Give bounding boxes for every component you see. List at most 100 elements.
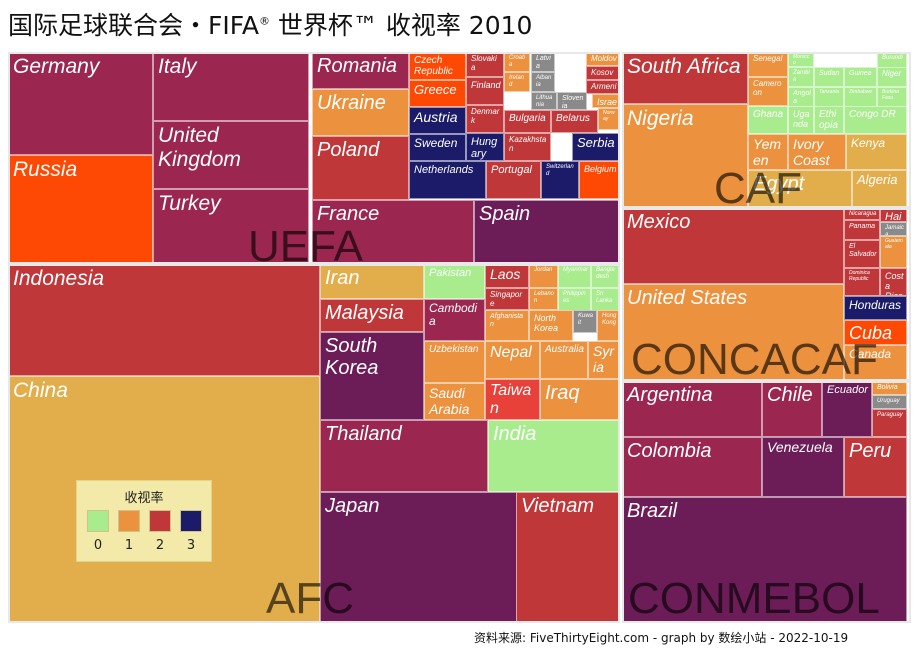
- treemap-cell: Greece: [409, 80, 466, 107]
- treemap-cell: Uzbekistan: [424, 341, 485, 383]
- legend-label-0: 0: [93, 538, 103, 553]
- country-label: Nicaragua: [849, 211, 877, 217]
- country-label: Belarus: [556, 113, 590, 124]
- country-label: Austria: [414, 109, 458, 125]
- treemap-cell: Sweden: [409, 134, 466, 161]
- country-label: Japan: [325, 495, 380, 517]
- country-label: Ecuador: [827, 384, 868, 396]
- treemap-cell: Nepal: [485, 341, 540, 379]
- country-label: Kazakhstan: [509, 135, 547, 153]
- treemap-cell: Jamaica: [880, 222, 907, 236]
- treemap-cell: Sudan: [814, 67, 844, 87]
- country-label: Norway: [603, 110, 615, 122]
- treemap-cell: Turkey: [153, 189, 309, 264]
- country-label: Senegal: [753, 54, 783, 63]
- treemap-cell: India: [488, 420, 620, 492]
- treemap-cell: Kosovo: [586, 66, 620, 80]
- country-label: Canada: [849, 347, 892, 361]
- treemap-cell: Uganda: [788, 106, 814, 134]
- country-label: Portugal: [491, 164, 532, 176]
- treemap-cell: Panama: [844, 220, 880, 240]
- country-label: Iraq: [545, 382, 580, 404]
- country-label: Zimbabwe: [849, 89, 873, 95]
- treemap-cell: Sri Lanka: [591, 288, 620, 312]
- treemap-cell: Lebanon: [529, 288, 558, 310]
- legend-swatch-0: [87, 510, 109, 532]
- country-label: Philippines: [563, 291, 586, 304]
- treemap-cell: Lithuania: [531, 92, 557, 110]
- country-label: Slovakia: [471, 54, 497, 72]
- legend: 收视率 0 1 2 3: [76, 480, 212, 562]
- legend-label-1: 1: [124, 538, 134, 553]
- treemap-cell: North Korea: [529, 310, 573, 341]
- treemap-cell: Nicaragua: [844, 208, 880, 220]
- treemap-cell: Pakistan: [424, 264, 485, 299]
- treemap-cell: Malaysia: [320, 299, 424, 332]
- treemap-cell: Brazil: [622, 497, 907, 623]
- treemap-cell: Argentina: [622, 381, 762, 437]
- country-label: Ukraine: [317, 92, 386, 114]
- treemap-cell: Hong Kong: [597, 310, 620, 341]
- country-label: Honduras: [849, 298, 902, 312]
- treemap-cell: Angola: [788, 87, 814, 107]
- treemap-cell: Cameroon: [748, 77, 788, 106]
- treemap-cell: Iraq: [540, 379, 620, 420]
- country-label: Tanzania: [819, 89, 840, 95]
- treemap-cell: Bulgaria: [504, 110, 551, 133]
- country-label: Poland: [317, 139, 380, 161]
- treemap-cell: Netherlands: [409, 161, 486, 199]
- country-label: United States: [627, 287, 748, 309]
- treemap-cell: Italy: [153, 52, 309, 121]
- country-label: Ethiopia: [819, 109, 838, 132]
- country-label: Sweden: [414, 136, 458, 150]
- country-label: South Africa: [627, 55, 741, 78]
- treemap-cell: Bangladesh: [591, 264, 620, 288]
- treemap-cell: United States: [622, 284, 844, 381]
- treemap-cell: Indonesia: [8, 264, 320, 376]
- country-label: Dominica Republic: [849, 270, 870, 282]
- country-label: Jordan: [534, 267, 553, 273]
- treemap-cell: Hungary: [466, 133, 504, 161]
- country-label: Egypt: [753, 173, 805, 195]
- country-label: Serbia: [577, 135, 615, 150]
- treemap-cell: Colombia: [622, 437, 762, 497]
- country-label: Lebanon: [534, 291, 555, 304]
- country-label: Bangladesh: [596, 267, 615, 280]
- treemap-cell: Kenya: [846, 134, 907, 170]
- country-label: Peru: [849, 440, 892, 462]
- country-label: Malaysia: [325, 302, 404, 324]
- country-label: Russia: [13, 158, 78, 181]
- legend-label-3: 3: [186, 538, 196, 553]
- treemap-cell: Afghanistan: [485, 310, 529, 341]
- treemap-cell: Ethiopia: [814, 106, 844, 134]
- country-label: Turkey: [158, 192, 221, 215]
- country-label: Ireland: [509, 75, 525, 88]
- treemap-cell: Morocco: [788, 52, 814, 67]
- country-label: United Kingdom: [158, 124, 241, 171]
- treemap-cell: Russia: [8, 155, 153, 264]
- treemap-cell: Taiwan: [485, 379, 540, 420]
- country-label: Iran: [325, 267, 360, 289]
- treemap-cell: Vietnam: [516, 492, 620, 623]
- country-label: Armenia: [591, 82, 617, 93]
- treemap-cell: Haiti: [880, 208, 907, 222]
- treemap-cell: Denmark: [466, 105, 504, 133]
- country-label: Slovenia: [562, 95, 584, 110]
- country-label: Niger: [882, 69, 902, 78]
- country-label: Finland: [471, 80, 501, 90]
- legend-swatch-3: [180, 510, 202, 532]
- country-label: Singapore: [490, 290, 523, 308]
- country-label: South Korea: [325, 335, 379, 380]
- treemap-cell: Philippines: [558, 288, 591, 312]
- country-label: Vietnam: [521, 495, 595, 517]
- treemap-cell: Jordan: [529, 264, 558, 288]
- country-label: Moldova: [591, 54, 617, 65]
- treemap-cell: Latvia: [531, 52, 555, 72]
- country-label: Costa Rica: [885, 271, 904, 295]
- treemap-cell: Cuba: [844, 320, 907, 345]
- legend-swatch-2: [149, 510, 171, 532]
- country-label: Myanmar: [563, 267, 589, 273]
- country-label: Bulgaria: [509, 113, 546, 124]
- treemap-cell: Tanzania: [814, 87, 844, 107]
- country-label: Ivory Coast: [793, 136, 830, 168]
